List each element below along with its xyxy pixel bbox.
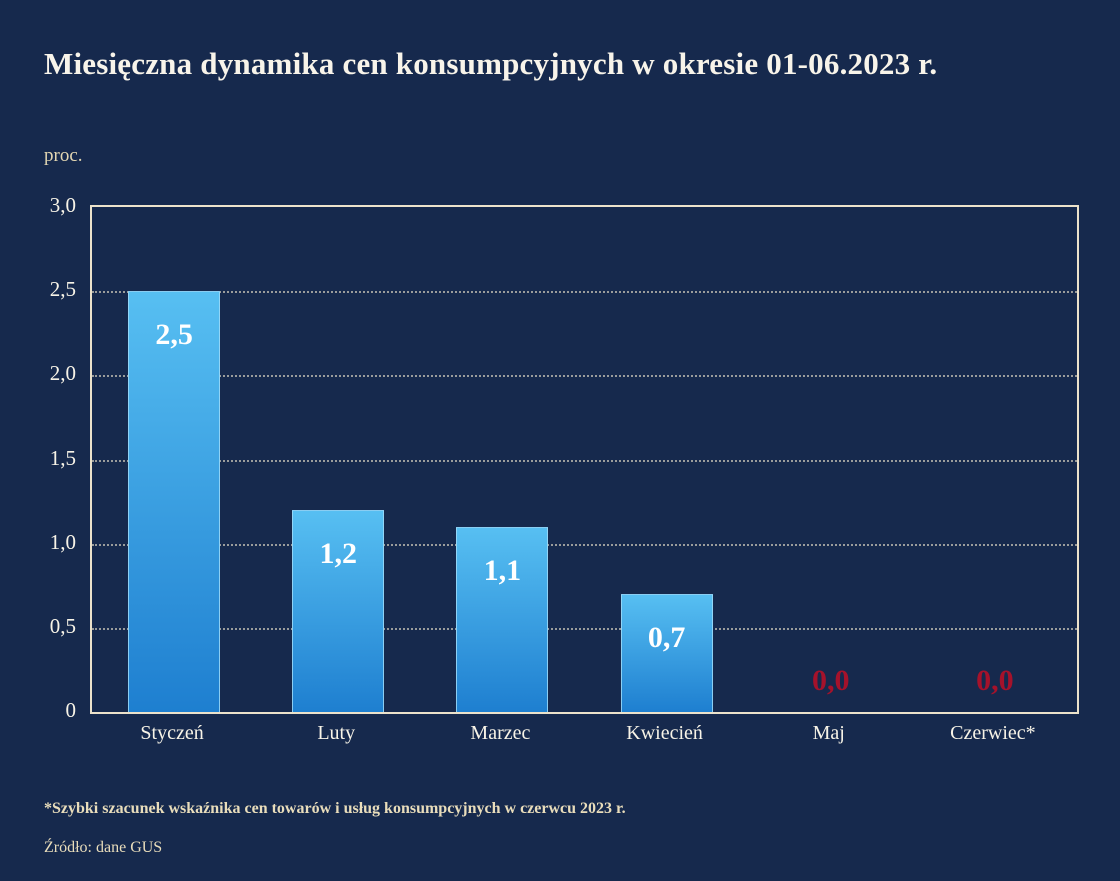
y-tick-label: 2,0 <box>49 361 76 386</box>
y-tick-label: 3,0 <box>49 193 76 217</box>
y-tick-label: 0 <box>65 698 77 722</box>
y-tick-label: 2,5 <box>49 277 76 302</box>
plot-area: 2,5 1,2 1,1 0,7 0,0 0,0 <box>90 205 1079 714</box>
bar-value-label: 1,1 <box>483 553 522 587</box>
zero-value-label: 0,0 <box>811 664 850 697</box>
x-tick-label: Luty <box>317 722 356 744</box>
x-tick-label: Maj <box>812 722 845 744</box>
x-tick-label: Czerwiec* <box>950 722 1036 744</box>
footnote: *Szybki szacunek wskaźnika cen towarów i… <box>44 800 626 817</box>
chart-title: Miesięczna dynamika cen konsumpcyjnych w… <box>44 46 938 81</box>
bar: 2,5 <box>128 291 221 712</box>
x-tick-label: Styczeń <box>140 722 204 744</box>
y-tick-label: 0,5 <box>49 613 76 638</box>
source-label: Źródło: dane GUS <box>44 839 163 856</box>
gridline <box>92 291 1077 294</box>
bar-value-label: 0,7 <box>647 621 686 655</box>
bar: 1,2 <box>292 510 385 712</box>
gridline <box>92 375 1077 378</box>
bar-value-label: 1,2 <box>319 537 358 570</box>
gridline <box>92 627 1077 630</box>
gridline <box>92 459 1077 462</box>
x-tick-label: Kwiecień <box>626 722 703 744</box>
bar: 0,7 <box>620 594 713 712</box>
zero-value-label: 0,0 <box>976 664 1014 697</box>
gridline <box>92 543 1077 546</box>
x-tick-label: Marzec <box>470 722 531 744</box>
bar-value-label: 2,5 <box>155 318 193 352</box>
y-tick-label: 1,5 <box>49 445 76 470</box>
bar: 1,1 <box>456 526 549 712</box>
y-tick-label: 1,0 <box>49 529 76 554</box>
y-axis-unit-label: proc. <box>44 145 83 166</box>
